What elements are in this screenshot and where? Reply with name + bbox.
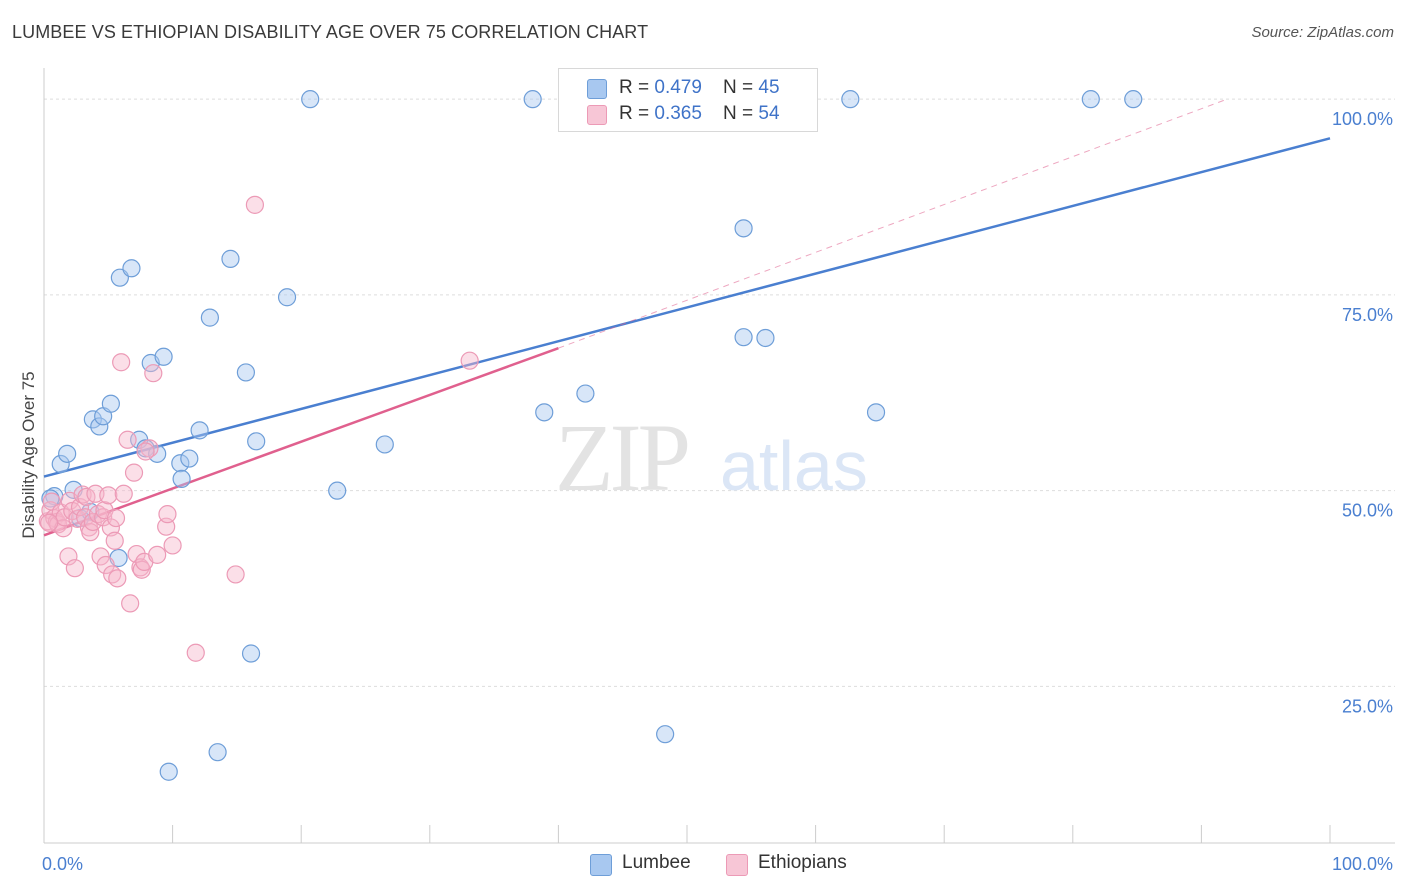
- data-point-lumbee-34: [535, 403, 554, 422]
- data-point-ethiopians-47: [163, 536, 182, 555]
- data-point-lumbee-1: [51, 454, 70, 474]
- data-point-lumbee-30: [301, 90, 320, 109]
- data-point-lumbee-7: [90, 417, 109, 436]
- legend-r-label: R =: [619, 103, 655, 124]
- data-point-lumbee-27: [241, 644, 261, 663]
- data-point-ethiopians-33: [112, 353, 131, 372]
- data-point-lumbee-17: [154, 347, 173, 366]
- data-point-ethiopians-31: [106, 508, 126, 528]
- source-credit: Source: ZipAtlas.com: [1251, 24, 1394, 41]
- data-point-ethiopians-44: [148, 545, 167, 564]
- y-tick-label-3: 100.0%: [1332, 109, 1393, 129]
- data-point-ethiopians-53: [136, 442, 155, 461]
- data-point-ethiopians-36: [121, 594, 140, 613]
- bottom-legend-label-lumbee: Lumbee: [622, 852, 691, 873]
- watermark: ZIP atlas: [555, 404, 868, 511]
- x-tick-label-0: 0.0%: [42, 854, 83, 874]
- data-point-lumbee-29: [277, 288, 297, 307]
- legend-n-value: 54: [758, 103, 780, 124]
- data-point-ethiopians-46: [158, 505, 177, 524]
- legend-swatch-ethiopians: [587, 105, 607, 125]
- bottom-legend-label-ethiopians: Ethiopians: [758, 852, 847, 873]
- axes: [43, 68, 1395, 844]
- data-point-lumbee-38: [734, 328, 753, 347]
- data-point-lumbee-9: [101, 394, 120, 413]
- data-point-ethiopians-26: [96, 555, 115, 575]
- legend-swatch-lumbee: [587, 79, 607, 99]
- data-point-ethiopians-9: [59, 547, 78, 566]
- data-point-lumbee-40: [841, 90, 860, 109]
- data-point-lumbee-26: [236, 363, 256, 382]
- legend-n-label: N =: [723, 103, 759, 124]
- data-point-lumbee-22: [190, 421, 209, 440]
- y-axis-label: Disability Age Over 75: [19, 371, 38, 538]
- data-point-lumbee-20: [172, 469, 191, 489]
- watermark-atlas: atlas: [720, 427, 868, 505]
- legend-n-label: N =: [723, 77, 759, 98]
- data-point-ethiopians-49: [226, 565, 245, 584]
- trend-line-0: [43, 137, 1331, 478]
- data-point-ethiopians-27: [99, 486, 118, 505]
- trend-extension-1: [558, 98, 1228, 349]
- data-point-ethiopians-37: [124, 463, 144, 482]
- trend-line-1: [43, 346, 559, 537]
- data-point-lumbee-18: [159, 762, 178, 781]
- data-point-lumbee-32: [375, 435, 394, 454]
- data-point-ethiopians-34: [114, 484, 133, 503]
- x-tick-label-1: 100.0%: [1332, 854, 1393, 874]
- legend-r-value: 0.365: [654, 103, 702, 124]
- data-point-ethiopians-52: [40, 513, 59, 532]
- gridlines: [44, 98, 1395, 687]
- data-point-lumbee-12: [122, 259, 141, 278]
- correlation-legend: R = 0.479 N = 45 R = 0.365 N = 54: [558, 68, 818, 132]
- data-point-lumbee-19: [171, 454, 190, 473]
- watermark-zip: ZIP: [555, 404, 688, 511]
- bottom-legend-swatch-lumbee: [590, 854, 612, 876]
- data-point-lumbee-28: [247, 432, 266, 451]
- y-tick-label-0: 25.0%: [1342, 696, 1393, 716]
- data-point-ethiopians-32: [108, 569, 127, 588]
- data-point-lumbee-37: [734, 219, 753, 238]
- data-point-ethiopians-48: [186, 643, 205, 662]
- data-point-lumbee-24: [208, 743, 227, 762]
- y-tick-label-2: 75.0%: [1342, 305, 1393, 325]
- data-point-lumbee-33: [523, 90, 542, 109]
- bottom-legend-swatch-ethiopians: [726, 854, 748, 876]
- data-point-lumbee-2: [58, 444, 77, 463]
- legend-r-label: R =: [619, 77, 655, 98]
- tick-labels: 25.0% 50.0% 75.0% 100.0% 0.0% 100.0%: [42, 109, 1393, 874]
- data-point-lumbee-31: [328, 481, 347, 500]
- data-point-ethiopians-43: [144, 364, 163, 383]
- chart-title: LUMBEE VS ETHIOPIAN DISABILITY AGE OVER …: [12, 22, 649, 42]
- data-point-ethiopians-51: [460, 351, 479, 370]
- data-point-lumbee-39: [756, 328, 775, 348]
- data-point-lumbee-41: [866, 403, 886, 422]
- data-point-lumbee-6: [83, 410, 102, 429]
- data-point-ethiopians-12: [65, 559, 84, 578]
- data-point-ethiopians-50: [245, 195, 265, 214]
- data-point-lumbee-25: [221, 249, 240, 268]
- data-point-ethiopians-35: [118, 430, 137, 449]
- data-point-ethiopians-24: [94, 508, 113, 527]
- data-point-ethiopians-30: [105, 531, 124, 550]
- legend-n-value: 45: [758, 77, 780, 98]
- data-point-ethiopians-23: [91, 547, 110, 566]
- legend-r-value: 0.479: [654, 77, 702, 98]
- y-tick-label-1: 50.0%: [1342, 501, 1393, 521]
- data-point-lumbee-23: [200, 308, 219, 327]
- data-point-lumbee-21: [180, 449, 199, 468]
- trend-lines: [43, 98, 1331, 537]
- data-point-lumbee-42: [1081, 90, 1100, 109]
- data-point-lumbee-35: [576, 384, 595, 403]
- data-points: [38, 90, 1143, 781]
- data-point-lumbee-43: [1124, 90, 1143, 109]
- data-point-lumbee-36: [656, 725, 675, 744]
